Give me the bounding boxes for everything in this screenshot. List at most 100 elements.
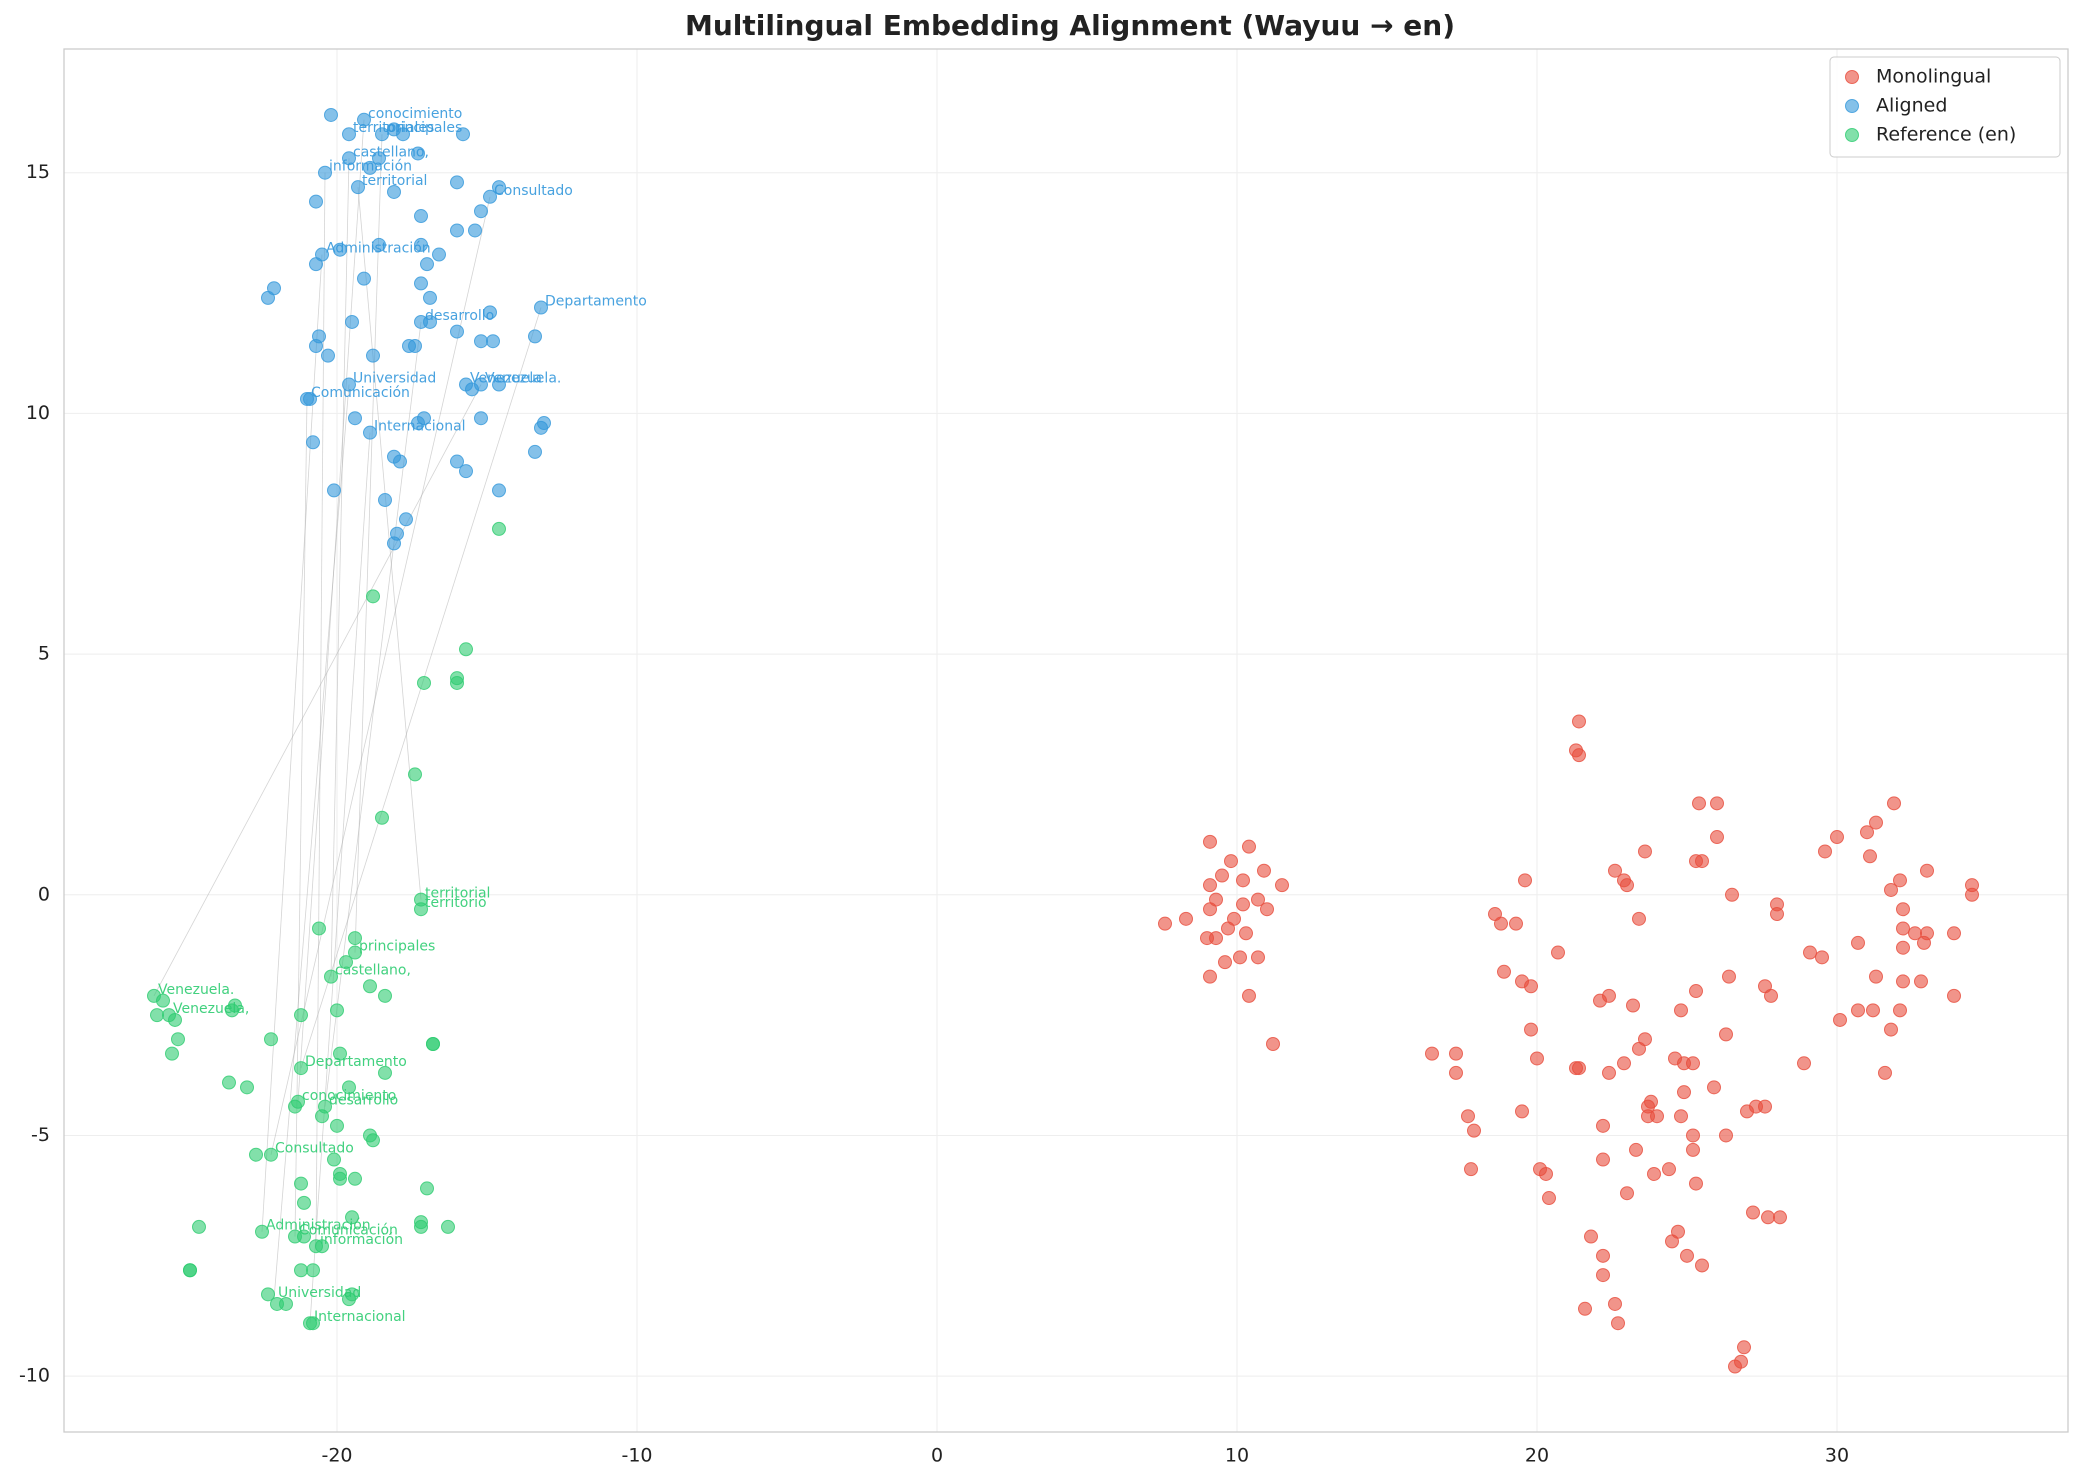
scatter-point bbox=[1761, 1210, 1775, 1225]
y-tick-label: -10 bbox=[19, 1365, 50, 1387]
scatter-point bbox=[1275, 878, 1289, 893]
scatter-point bbox=[534, 300, 548, 315]
alignment-line bbox=[273, 384, 350, 1300]
scatter-point bbox=[1947, 988, 1961, 1003]
alignment-line bbox=[324, 321, 422, 1107]
scatter-point bbox=[1815, 950, 1829, 965]
scatter-point bbox=[1203, 834, 1217, 849]
scatter-point bbox=[1218, 955, 1232, 970]
y-tick-label: -5 bbox=[31, 1124, 50, 1146]
scatter-point bbox=[450, 324, 464, 339]
scatter-point bbox=[492, 521, 506, 536]
scatter-point bbox=[414, 1219, 428, 1234]
scatter-point bbox=[375, 810, 389, 825]
scatter-point bbox=[1524, 979, 1538, 994]
x-tick-label: -10 bbox=[621, 1445, 652, 1467]
scatter-point bbox=[1593, 993, 1607, 1008]
scatter-point bbox=[345, 314, 359, 329]
scatter-point bbox=[474, 334, 488, 349]
scatter-point bbox=[288, 1099, 302, 1114]
scatter-point bbox=[1773, 1210, 1787, 1225]
scatter-point bbox=[318, 165, 332, 180]
scatter-point bbox=[399, 512, 413, 527]
scatter-point bbox=[387, 536, 401, 551]
scatter-point bbox=[1746, 1205, 1760, 1220]
point-annotation: desarrollo bbox=[425, 308, 494, 324]
y-tick-label: 15 bbox=[26, 161, 50, 183]
scatter-point bbox=[183, 1263, 197, 1278]
scatter-point bbox=[1617, 1056, 1631, 1071]
point-annotation: desarrollo bbox=[329, 1093, 398, 1109]
scatter-point bbox=[249, 1147, 263, 1162]
scatter-point bbox=[348, 1171, 362, 1186]
scatter-point bbox=[420, 257, 434, 272]
point-annotation: principales bbox=[359, 939, 435, 955]
scatter-point bbox=[303, 391, 317, 406]
scatter-point bbox=[1677, 1085, 1691, 1100]
scatter-point bbox=[261, 290, 275, 305]
scatter-point bbox=[303, 1316, 317, 1331]
scatter-point bbox=[1764, 988, 1778, 1003]
scatter-point bbox=[363, 160, 377, 175]
scatter-point bbox=[1509, 916, 1523, 931]
scatter-point bbox=[1887, 796, 1901, 811]
scatter-point bbox=[408, 767, 422, 782]
point-annotation: castellano, bbox=[335, 963, 411, 979]
scatter-point bbox=[1914, 974, 1928, 989]
scatter-point bbox=[312, 921, 326, 936]
scatter-point bbox=[171, 1032, 185, 1047]
scatter-point bbox=[1179, 911, 1193, 926]
scatter-point bbox=[1251, 950, 1265, 965]
scatter-point bbox=[417, 411, 431, 426]
scatter-point bbox=[414, 209, 428, 224]
scatter-point bbox=[330, 1118, 344, 1133]
scatter-point bbox=[363, 425, 377, 440]
scatter-point bbox=[1620, 1186, 1634, 1201]
scatter-point bbox=[378, 988, 392, 1003]
point-annotation: Venezuela bbox=[470, 371, 542, 387]
plot-frame bbox=[63, 48, 2069, 1433]
scatter-point bbox=[1572, 748, 1586, 763]
scatter-point bbox=[1620, 878, 1634, 893]
scatter-point bbox=[1689, 854, 1703, 869]
scatter-point bbox=[441, 1219, 455, 1234]
scatter-point bbox=[1608, 1296, 1622, 1311]
scatter-point bbox=[1242, 839, 1256, 854]
scatter-point bbox=[396, 127, 410, 142]
scatter-point bbox=[1722, 969, 1736, 984]
scatter-point bbox=[1965, 887, 1979, 902]
scatter-point bbox=[333, 242, 347, 257]
scatter-point bbox=[342, 1292, 356, 1307]
scatter-point bbox=[492, 483, 506, 498]
scatter-point bbox=[1242, 988, 1256, 1003]
scatter-point bbox=[408, 339, 422, 354]
scatter-point bbox=[492, 180, 506, 195]
scatter-point bbox=[378, 493, 392, 508]
legend-marker bbox=[1845, 99, 1859, 113]
scatter-point bbox=[1596, 1152, 1610, 1167]
scatter-point bbox=[1260, 902, 1274, 917]
scatter-point bbox=[342, 1080, 356, 1095]
scatter-point bbox=[528, 329, 542, 344]
scatter-point bbox=[1632, 1041, 1646, 1056]
point-annotation: información bbox=[329, 159, 412, 175]
scatter-point bbox=[1467, 1123, 1481, 1138]
scatter-point bbox=[1695, 1258, 1709, 1273]
scatter-point bbox=[450, 675, 464, 690]
scatter-point bbox=[1596, 1118, 1610, 1133]
alignment-line bbox=[309, 432, 371, 1324]
scatter-point bbox=[372, 151, 386, 166]
scatter-point bbox=[1584, 1229, 1598, 1244]
scatter-point bbox=[294, 1263, 308, 1278]
scatter-point bbox=[1224, 854, 1238, 869]
scatter-point bbox=[1710, 796, 1724, 811]
scatter-point bbox=[387, 184, 401, 199]
scatter-point bbox=[366, 589, 380, 604]
scatter-point bbox=[1494, 916, 1508, 931]
x-tick-label: -20 bbox=[321, 1445, 352, 1467]
point-annotation: Venezuela. bbox=[485, 371, 561, 387]
scatter-point bbox=[351, 180, 365, 195]
scatter-point bbox=[1665, 1234, 1679, 1249]
scatter-point bbox=[1572, 1061, 1586, 1076]
scatter-point bbox=[1947, 926, 1961, 941]
